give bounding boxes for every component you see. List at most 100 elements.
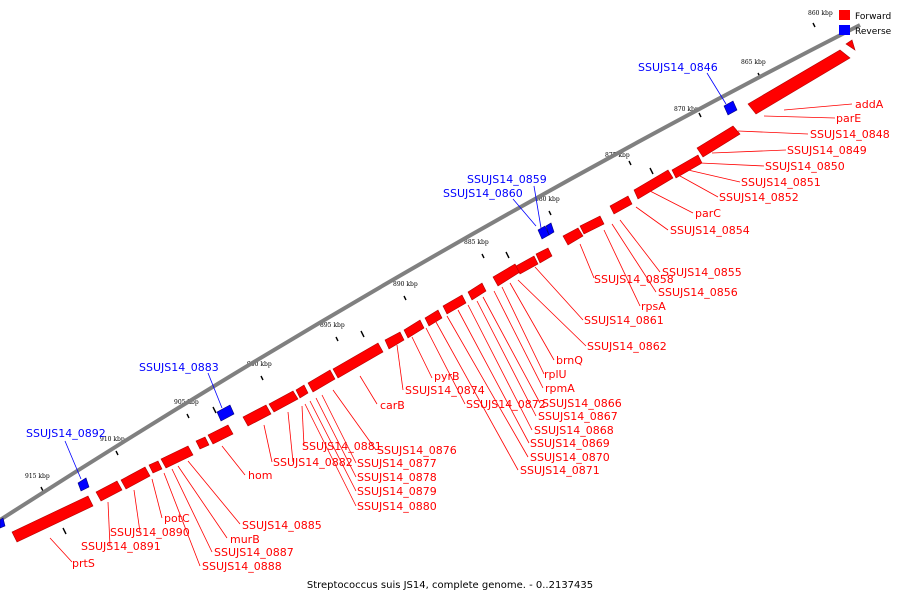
gene-arrow[interactable] [545, 222, 555, 236]
gene-label[interactable]: SSUJS14_0866 [542, 397, 622, 410]
gene-arrow[interactable] [77, 477, 90, 492]
gene-arrow[interactable] [467, 282, 487, 301]
gene-label[interactable]: carB [380, 399, 405, 412]
gene-label[interactable]: murB [230, 533, 260, 546]
gene-arrow[interactable] [0, 517, 6, 529]
gene-arrow[interactable] [442, 294, 467, 315]
gene-label[interactable]: SSUJS14_0882 [273, 456, 353, 469]
scale-label: 870 kbp [674, 106, 699, 113]
gene-label[interactable]: SSUJS14_0871 [520, 464, 600, 477]
gene-arrow[interactable] [207, 424, 234, 445]
scale-label: 900 kbp [247, 361, 272, 368]
gene-arrow[interactable] [671, 154, 703, 179]
gene-label[interactable]: SSUJS14_0851 [741, 176, 821, 189]
gene-arrow[interactable] [120, 466, 151, 490]
gene-label[interactable]: rpsA [641, 300, 666, 313]
gene-label[interactable]: SSUJS14_0858 [594, 273, 674, 286]
gene-label[interactable]: SSUJS14_0890 [110, 526, 190, 539]
gene-label[interactable]: SSUJS14_0887 [214, 546, 294, 559]
legend-forward-swatch [839, 10, 850, 20]
scale-label: 890 kbp [393, 281, 418, 288]
gene-label[interactable]: brnQ [556, 354, 583, 367]
gene-arrow[interactable] [216, 404, 235, 422]
gene-label[interactable]: SSUJS14_0880 [357, 500, 437, 513]
gene-label[interactable]: SSUJS14_0874 [405, 384, 485, 397]
gene-arrow[interactable] [633, 169, 674, 200]
gene-label[interactable]: rplU [544, 368, 567, 381]
gene-arrow[interactable] [148, 460, 163, 474]
gene-label[interactable]: SSUJS14_0878 [357, 471, 437, 484]
gene-arrow[interactable] [268, 390, 299, 413]
gene-arrow[interactable] [307, 369, 336, 393]
gene-label[interactable]: prtS [72, 557, 95, 570]
gene-label[interactable]: SSUJS14_0868 [534, 424, 614, 437]
gene-arrow[interactable] [242, 404, 272, 427]
gene-label[interactable]: parE [836, 112, 861, 125]
legend-reverse-swatch [839, 25, 850, 35]
gene-label[interactable]: SSUJS14_0877 [357, 457, 437, 470]
gene-label[interactable]: SSUJS14_0876 [377, 444, 457, 457]
gene-arrow[interactable] [515, 255, 539, 275]
gene-arrow[interactable] [11, 495, 94, 543]
gene-label[interactable]: SSUJS14_0860 [443, 187, 523, 200]
gene-arrow[interactable] [195, 436, 210, 450]
gene-label[interactable]: SSUJS14_0855 [662, 266, 742, 279]
gene-arrow[interactable] [403, 319, 425, 339]
legend-forward-label: Forward [855, 12, 891, 22]
gene-arrow[interactable] [295, 384, 309, 399]
scale-label: 895 kbp [320, 322, 345, 329]
gene-label[interactable]: SSUJS14_0891 [81, 540, 161, 553]
gene-arrow[interactable] [609, 195, 633, 215]
gene-arrow[interactable] [696, 125, 741, 158]
gene-label[interactable]: addA [855, 98, 884, 111]
gene-label[interactable]: SSUJS14_0892 [26, 427, 106, 440]
scale-label: 865 kbp [741, 59, 766, 66]
gene-label[interactable]: SSUJS14_0846 [638, 61, 718, 74]
gene-label[interactable]: SSUJS14_0885 [242, 519, 322, 532]
gene-arrow[interactable] [845, 39, 856, 51]
gene-arrow[interactable] [535, 247, 553, 264]
gene-label[interactable]: SSUJS14_0862 [587, 340, 667, 353]
gene-label[interactable]: SSUJS14_0867 [538, 410, 618, 423]
gene-arrow[interactable] [747, 49, 851, 115]
gene-label[interactable]: rpmA [545, 382, 575, 395]
gene-label[interactable]: parC [695, 207, 721, 220]
gene-label[interactable]: pyrB [434, 370, 460, 383]
legend: Forward Reverse [839, 10, 892, 37]
gene-arrow[interactable] [723, 100, 738, 116]
gene-arrow[interactable] [332, 342, 384, 379]
gene-arrow[interactable] [424, 309, 443, 327]
gene-label[interactable]: SSUJS14_0883 [139, 361, 219, 374]
gene-arrow[interactable] [562, 227, 584, 246]
gene-arrow[interactable] [492, 263, 521, 287]
scale-label: 860 kbp [808, 10, 833, 17]
gene-label[interactable]: SSUJS14_0859 [467, 173, 547, 186]
gene-label[interactable]: SSUJS14_0852 [719, 191, 799, 204]
gene-label[interactable]: SSUJS14_0861 [584, 314, 664, 327]
gene-label[interactable]: SSUJS14_0850 [765, 160, 845, 173]
gene-label[interactable]: SSUJS14_0888 [202, 560, 282, 573]
scale-label: 915 kbp [25, 473, 50, 480]
gene-label[interactable]: SSUJS14_0881 [302, 440, 382, 453]
gene-label[interactable]: SSUJS14_0848 [810, 128, 890, 141]
gene-arrow[interactable] [160, 445, 194, 469]
gene-arrow[interactable] [579, 215, 605, 235]
legend-reverse-label: Reverse [855, 27, 892, 37]
gene-label[interactable]: SSUJS14_0856 [658, 286, 738, 299]
gene-label[interactable]: SSUJS14_0869 [530, 437, 610, 450]
gene-label[interactable]: SSUJS14_0854 [670, 224, 750, 237]
forward-leader-lines [49, 103, 853, 567]
gene-label[interactable]: potC [164, 512, 190, 525]
gene-label[interactable]: SSUJS14_0879 [357, 485, 437, 498]
gene-arrow[interactable] [95, 480, 123, 502]
gene-arrow[interactable] [384, 331, 405, 350]
reverse-leader-lines [64, 72, 727, 480]
gene-label[interactable]: SSUJS14_0870 [530, 451, 610, 464]
gene-label[interactable]: SSUJS14_0849 [787, 144, 867, 157]
reverse-genes [0, 100, 738, 529]
genome-caption: Streptococcus suis JS14, complete genome… [307, 580, 593, 591]
reverse-labels: SSUJS14_0846 SSUJS14_0859 SSUJS14_0860 S… [26, 61, 718, 440]
gene-label[interactable]: hom [248, 469, 272, 482]
gene-label[interactable]: SSUJS14_0872 [466, 398, 546, 411]
